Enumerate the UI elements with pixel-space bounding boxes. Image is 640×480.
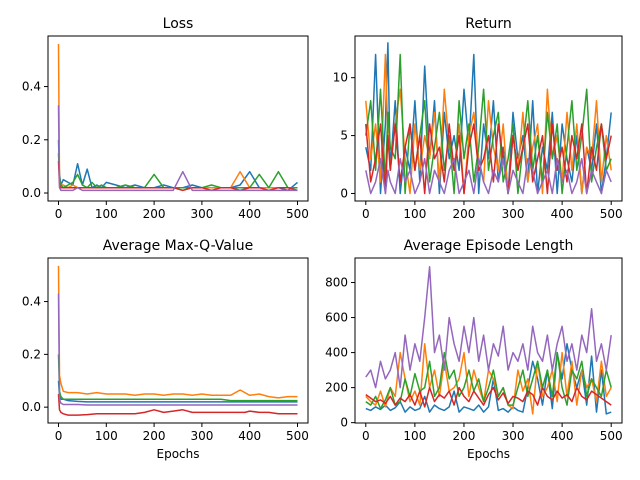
series-line-1 <box>57 380 298 403</box>
series-line-2 <box>57 265 298 399</box>
x-tick-label: 0 <box>362 429 370 443</box>
series-line-4 <box>365 123 612 195</box>
y-tick-label: 0 <box>340 186 348 200</box>
x-tick-label: 100 <box>403 429 426 443</box>
average-max-q-value-chart: 0 100 200 300 400 500 0.0 0.2 0.4 Average Max-Q-V… <box>22 238 309 461</box>
x-tick-label: 500 <box>286 207 309 221</box>
y-tick-label: 5 <box>340 129 348 143</box>
y-tick-label: 800 <box>325 276 348 290</box>
series-line-1 <box>365 343 612 415</box>
series-line-3 <box>57 354 298 402</box>
series-line-3 <box>365 53 612 195</box>
chart-title: Average Max-Q-Value <box>103 238 254 254</box>
x-tick-label: 100 <box>95 429 118 443</box>
series-line-5 <box>365 266 612 389</box>
y-tick-label: 600 <box>325 311 348 325</box>
x-tick-label: 100 <box>95 207 118 221</box>
x-tick-label: 500 <box>600 429 623 443</box>
x-tick-label: 300 <box>502 207 525 221</box>
x-axis-label: Epochs <box>157 447 200 461</box>
average-episode-length-chart: 0 100 200 300 400 500 0 200 400 600 800 Average Epi… <box>325 238 623 461</box>
y-tick-label: 10 <box>333 71 348 85</box>
x-tick-label: 100 <box>403 207 426 221</box>
x-tick-label: 500 <box>286 429 309 443</box>
loss-chart: 0 100 200 300 400 500 0.0 0.2 0.4 Loss <box>22 16 309 221</box>
chart-title: Return <box>465 16 511 32</box>
x-tick-label: 200 <box>143 429 166 443</box>
x-tick-label: 0 <box>55 207 63 221</box>
series-line-5 <box>57 105 298 192</box>
x-tick-label: 0 <box>55 429 63 443</box>
plot-frame <box>47 257 309 424</box>
series-line-4 <box>57 161 298 192</box>
series-line-4 <box>365 386 612 408</box>
x-tick-label: 400 <box>551 429 574 443</box>
return-chart: 0 100 200 300 400 500 0 5 10 Return <box>333 16 623 221</box>
x-tick-label: 400 <box>238 207 261 221</box>
x-tick-label: 200 <box>453 207 476 221</box>
y-tick-label: 0.4 <box>22 80 41 94</box>
x-axis-label: Epochs <box>467 447 510 461</box>
series-line-4 <box>57 393 298 416</box>
y-tick-label: 0.0 <box>22 400 41 414</box>
x-tick-label: 400 <box>238 429 261 443</box>
y-tick-label: 0.2 <box>22 347 41 361</box>
x-tick-label: 300 <box>190 429 213 443</box>
plot-frame <box>354 257 623 424</box>
x-tick-label: 300 <box>502 429 525 443</box>
plot-frame <box>354 35 623 202</box>
series-line-2 <box>57 43 298 189</box>
y-tick-label: 400 <box>325 346 348 360</box>
chart-title: Average Episode Length <box>404 238 574 254</box>
x-tick-label: 400 <box>551 207 574 221</box>
y-tick-label: 0.2 <box>22 133 41 147</box>
y-tick-label: 0.4 <box>22 295 41 309</box>
series-line-3 <box>365 351 612 410</box>
series-line-5 <box>57 293 298 406</box>
y-tick-label: 0 <box>340 416 348 430</box>
x-tick-label: 200 <box>143 207 166 221</box>
series-line-5 <box>365 157 612 195</box>
x-tick-label: 500 <box>600 207 623 221</box>
y-tick-label: 0.0 <box>22 186 41 200</box>
plot-frame <box>47 35 309 202</box>
chart-title: Loss <box>163 16 194 32</box>
x-tick-label: 300 <box>190 207 213 221</box>
x-tick-label: 200 <box>453 429 476 443</box>
x-tick-label: 0 <box>362 207 370 221</box>
y-tick-label: 200 <box>325 381 348 395</box>
series-line-1 <box>57 139 298 192</box>
